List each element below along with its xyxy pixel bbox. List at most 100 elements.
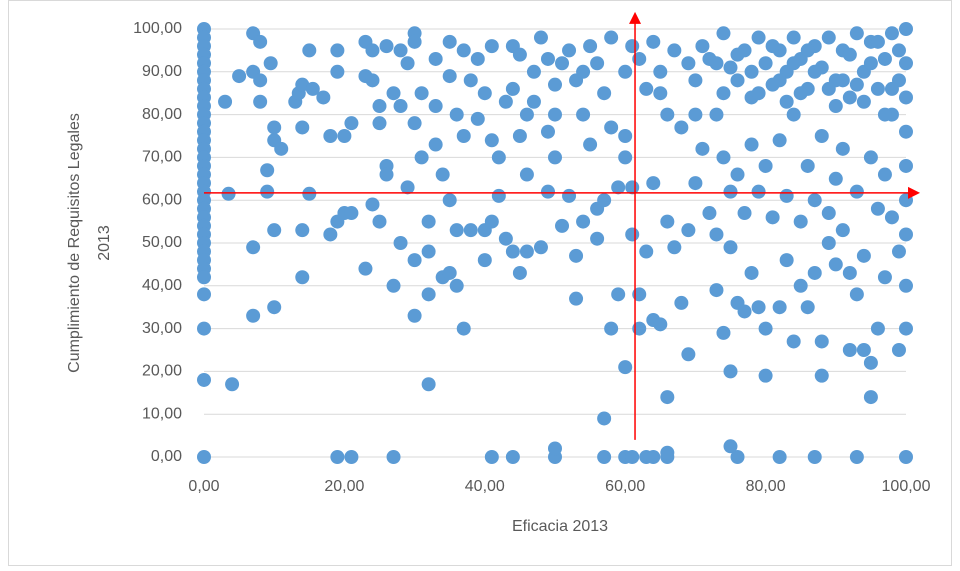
point: [456, 321, 471, 336]
point: [477, 86, 492, 101]
point: [899, 124, 913, 139]
point: [221, 186, 236, 201]
y-tick-label: 100,00: [133, 20, 182, 37]
point: [267, 300, 282, 315]
point: [786, 334, 801, 349]
point: [197, 270, 211, 285]
point: [263, 56, 278, 71]
point: [442, 69, 457, 84]
point: [407, 308, 422, 323]
point: [555, 218, 570, 233]
point: [295, 77, 310, 92]
point: [197, 321, 211, 336]
point: [730, 450, 745, 464]
point: [800, 43, 815, 58]
point: [821, 30, 836, 45]
point: [849, 450, 864, 464]
point: [625, 450, 640, 464]
point: [821, 206, 836, 221]
point: [365, 197, 380, 212]
point: [667, 43, 682, 58]
point: [688, 176, 703, 191]
point: [576, 107, 591, 122]
point: [723, 184, 738, 199]
point: [246, 308, 261, 323]
point: [828, 99, 843, 114]
point: [505, 450, 520, 464]
point: [393, 43, 408, 58]
point: [548, 150, 562, 165]
point: [646, 176, 661, 191]
point: [779, 188, 794, 203]
point: [386, 450, 401, 464]
point: [716, 86, 731, 101]
point: [421, 244, 436, 259]
point: [723, 240, 738, 255]
arrow-head: [629, 11, 642, 24]
point: [512, 129, 527, 143]
point: [891, 244, 906, 259]
point: [604, 30, 619, 45]
point: [758, 158, 773, 173]
point: [260, 163, 275, 178]
point: [870, 321, 885, 336]
point: [597, 411, 612, 426]
point: [618, 64, 633, 79]
point: [807, 265, 822, 280]
point: [302, 186, 317, 201]
point: [821, 236, 836, 250]
point: [899, 227, 913, 242]
point: [463, 73, 478, 88]
point: [421, 377, 436, 392]
point: [786, 56, 801, 71]
point: [723, 364, 738, 379]
point: [737, 304, 752, 319]
point: [337, 129, 352, 143]
point: [519, 167, 534, 182]
point: [779, 253, 794, 268]
point: [877, 107, 892, 122]
point: [562, 43, 577, 58]
point: [344, 450, 359, 464]
point: [744, 265, 759, 280]
point: [498, 231, 513, 246]
point: [618, 360, 633, 375]
point: [569, 248, 584, 263]
point: [295, 120, 310, 135]
point: [674, 295, 689, 310]
point: [421, 287, 436, 302]
point: [779, 94, 794, 109]
point: [470, 51, 485, 66]
point: [505, 81, 520, 96]
point: [414, 86, 429, 101]
point: [344, 116, 359, 131]
point: [428, 51, 443, 66]
point: [758, 368, 773, 383]
point: [899, 321, 913, 336]
arrow-head: [908, 186, 921, 199]
point: [730, 47, 745, 62]
point: [744, 137, 759, 152]
point: [491, 188, 506, 203]
point: [253, 94, 268, 109]
point: [323, 129, 338, 143]
point: [386, 278, 401, 293]
point: [267, 120, 282, 135]
point: [899, 158, 913, 173]
point: [828, 171, 843, 186]
point: [569, 291, 584, 306]
y-tick-label: 40,00: [142, 277, 182, 294]
point: [618, 150, 633, 165]
point: [899, 278, 913, 293]
point: [197, 372, 211, 387]
point: [316, 90, 331, 105]
point: [723, 439, 738, 454]
point: [449, 107, 464, 122]
point: [344, 206, 359, 221]
point: [576, 214, 591, 229]
point: [856, 248, 871, 263]
point: [842, 265, 857, 280]
point: [653, 64, 668, 79]
point: [688, 73, 703, 88]
point: [484, 39, 499, 54]
